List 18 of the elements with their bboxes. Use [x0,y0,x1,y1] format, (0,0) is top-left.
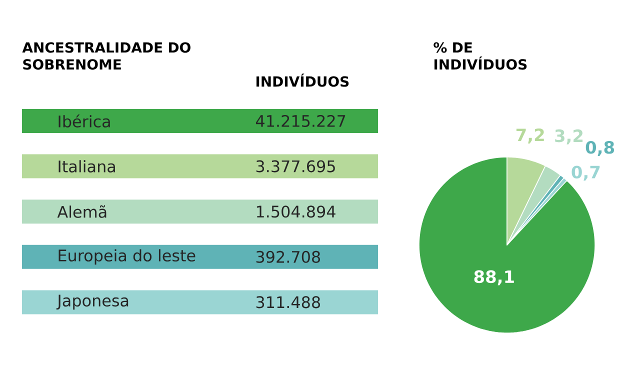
category-label: Ibérica [58,114,110,128]
text: 3.377.695 [256,160,335,172]
text: ANCESTRALIDADE DO SOBRENOME [22,42,190,70]
data-label: 0,8 [586,140,614,156]
data-label: 7,2 [516,128,544,144]
category-label: Italiana [58,160,115,172]
text: 311.488 [256,296,320,308]
category-label: Europeia do leste [58,249,196,265]
text: 1.504.894 [256,206,336,218]
category-label: Japonesa [56,294,128,310]
data-label: 88,1 [474,270,514,286]
text: INDIVÍDUOS [256,74,349,87]
chart-title: % DE INDIVÍDUOS [434,42,527,70]
data-label: 0,7 [572,166,600,181]
data-label: 3,2 [555,129,583,144]
text: 41.215.227 [256,114,346,128]
text: 392.708 [256,250,320,263]
category-label: Alemã [57,205,106,218]
